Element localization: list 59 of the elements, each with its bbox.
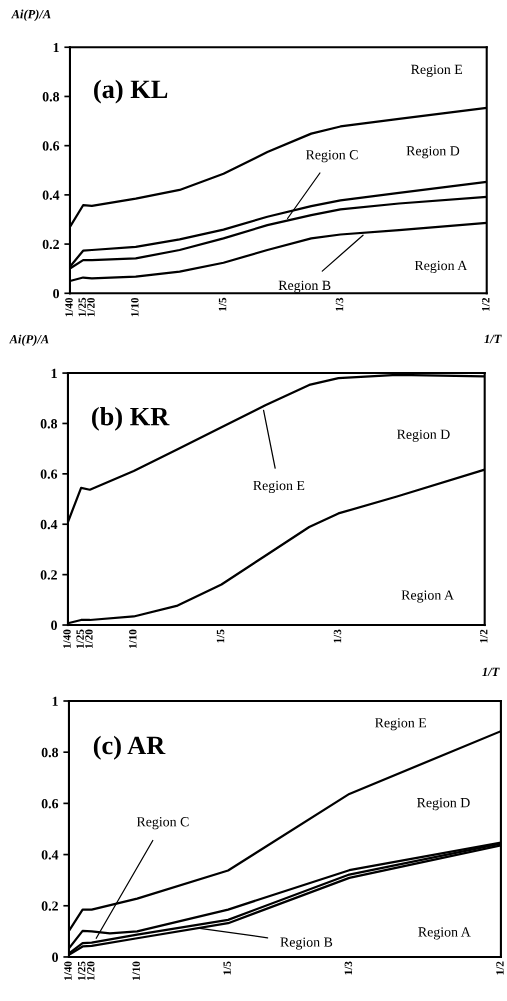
annotation: Region E [375, 718, 427, 731]
y-tick-label: 0.4 [41, 850, 59, 860]
x-tick-label: 1/5 [223, 961, 231, 975]
x-axis-title: 1/T [484, 334, 502, 344]
y-tick-label: 1 [51, 368, 57, 378]
y-tick-label: 0 [51, 620, 57, 630]
x-tick-label: 1/25 [76, 629, 84, 649]
annotation: Region B [278, 280, 331, 293]
x-tick-label: 1/2 [480, 629, 488, 643]
x-tick-label: 1/2 [496, 961, 504, 975]
annotation: Region D [406, 146, 460, 159]
x-tick-label: 1/40 [63, 629, 71, 649]
annotation: Region C [136, 817, 189, 830]
y-tick-label: 0 [52, 952, 59, 962]
y-tick-label: 0.4 [40, 519, 58, 530]
y-tick-label: 0.8 [40, 419, 58, 429]
y-tick-label: 0.6 [42, 141, 60, 151]
y-tick-label: 0.8 [41, 747, 59, 758]
x-tick-label: 1/40 [65, 297, 73, 317]
x-tick-label: 1/10 [129, 629, 137, 649]
annotation: Region E [411, 64, 463, 77]
annotation: Region D [417, 798, 470, 811]
y-tick-label: 0.6 [40, 469, 58, 479]
y-axis-title: Ai(P)/A [8, 334, 49, 346]
x-tick-label: 1/10 [131, 297, 139, 317]
annotation: Region C [305, 150, 358, 163]
x-tick-label: 1/20 [85, 629, 93, 649]
x-tick-label: 1/3 [333, 629, 342, 643]
x-tick-label: 1/25 [78, 297, 86, 317]
x-tick-label: 1/20 [87, 297, 95, 317]
x-tick-label: 1/25 [77, 961, 86, 980]
x-axis-title: 1/T [482, 667, 500, 677]
x-tick-label: 1/5 [216, 629, 225, 643]
y-tick-label: 0.4 [42, 190, 60, 200]
text: (c) AR [93, 735, 166, 760]
x-tick-label: 1/20 [86, 961, 95, 980]
annotation: Region B [280, 937, 333, 950]
text: (b) KR [92, 406, 170, 431]
x-tick-label: 1/40 [64, 961, 72, 980]
y-tick-label: 0.2 [41, 901, 58, 911]
x-tick-label: 1/3 [335, 297, 344, 311]
y-tick-label: 1 [53, 42, 59, 53]
y-tick-label: 0 [53, 288, 60, 299]
y-tick-label: 0.8 [42, 92, 60, 102]
y-tick-label: 0.2 [40, 570, 57, 580]
x-tick-label: 1/3 [344, 961, 353, 975]
y-tick-label: 1 [52, 696, 58, 706]
x-tick-label: 1/5 [218, 297, 227, 311]
annotation: Region E [253, 480, 305, 494]
text: (a) KL [94, 79, 168, 104]
x-tick-label: 1/2 [482, 297, 490, 311]
annotation: Region A [401, 590, 454, 603]
x-tick-label: 1/10 [132, 961, 140, 980]
annotation: Region A [418, 927, 471, 940]
y-tick-label: 0.6 [41, 798, 59, 809]
y-tick-label: 0.2 [42, 239, 59, 250]
annotation: Region D [397, 429, 450, 442]
y-axis-title: Ai(P)/A [10, 9, 51, 21]
annotation: Region A [414, 260, 468, 274]
